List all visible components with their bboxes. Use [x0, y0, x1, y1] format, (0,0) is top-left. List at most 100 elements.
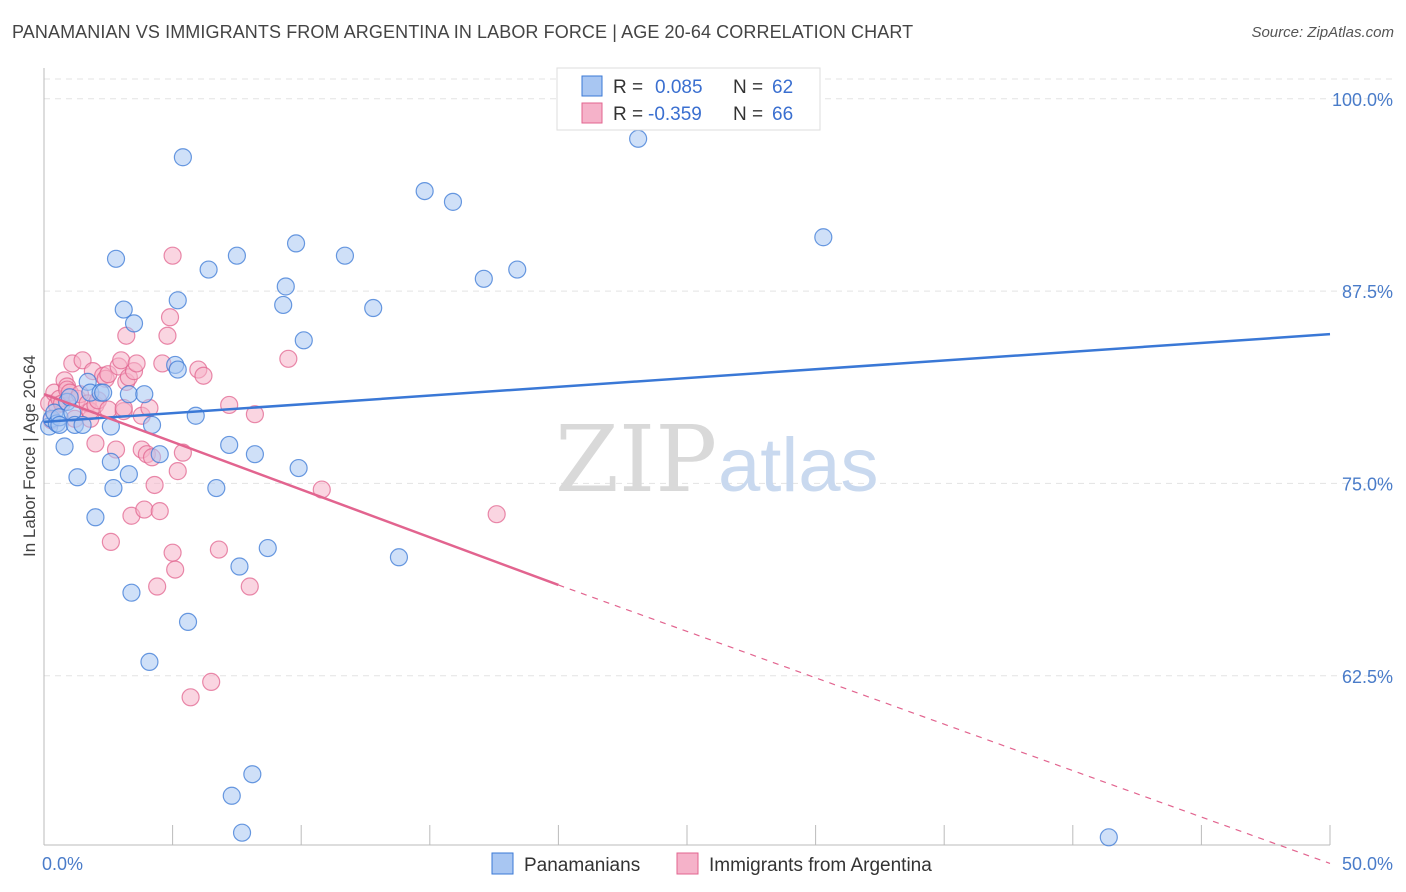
panamanian-points — [40, 129, 1118, 847]
trend-lines — [43, 332, 1331, 865]
legend-swatch-blue — [581, 75, 603, 97]
y-tick-label-1: 75.0% — [1342, 474, 1393, 494]
panamanian-point-48 — [276, 277, 295, 296]
x-tick-marks — [43, 825, 1331, 845]
panamanian-point-39 — [220, 435, 239, 455]
panamanian-point-52 — [335, 246, 355, 265]
legend-swatch-pink — [581, 102, 603, 124]
panamanian-point-44 — [243, 765, 262, 784]
legend-r-value-pink: -0.359 — [648, 104, 702, 125]
argentina-point-50 — [163, 246, 182, 265]
panamanian-point-38 — [207, 478, 226, 498]
panamanian-point-58 — [508, 260, 527, 279]
argentina-point-65 — [487, 505, 506, 524]
panamanian-point-26 — [124, 314, 144, 333]
legend-r-label-blue: R = — [613, 77, 643, 98]
panamanian-point-53 — [364, 298, 383, 318]
bottom-legend-label-blue: Panamanians — [524, 855, 640, 876]
panamanian-point-17 — [94, 383, 113, 402]
panamanian-point-24 — [119, 385, 138, 404]
legend-n-label-blue: N = — [733, 77, 763, 98]
argentina-point-37 — [127, 354, 146, 373]
panamanian-point-50 — [289, 458, 308, 478]
panamanian-point-56 — [443, 192, 463, 211]
trend-line-argentina-extension — [558, 584, 1331, 865]
panamanian-point-41 — [227, 246, 246, 265]
panamanian-point-35 — [178, 612, 198, 632]
argentina-point-58 — [202, 672, 221, 692]
panamanian-point-22 — [114, 300, 133, 319]
argentina-point-45 — [148, 577, 167, 596]
trend-line-panamanians — [43, 332, 1331, 424]
legend-r-value-blue: 0.085 — [655, 77, 703, 98]
panamanian-point-47 — [274, 295, 293, 315]
panamanian-point-37 — [199, 260, 218, 279]
panamanian-point-23 — [119, 465, 138, 484]
y-tick-label-2: 87.5% — [1342, 282, 1393, 302]
y-tick-labels: 62.5% 75.0% 87.5% 100.0% — [1332, 90, 1393, 687]
panamanian-point-28 — [140, 652, 159, 672]
watermark-zip: ZIP — [555, 406, 717, 513]
argentina-point-49 — [160, 308, 180, 327]
argentina-point-62 — [245, 405, 265, 424]
y-tick-label-0: 62.5% — [1342, 667, 1393, 687]
panamanian-point-15 — [86, 508, 105, 527]
chart-title: PANAMANIAN VS IMMIGRANTS FROM ARGENTINA … — [12, 22, 914, 42]
argentina-point-61 — [240, 577, 259, 596]
bottom-legend-label-pink: Immigrants from Argentina — [709, 855, 932, 876]
argentina-point-55 — [181, 688, 200, 707]
panamanian-point-60 — [814, 228, 833, 247]
panamanian-point-51 — [294, 331, 313, 350]
panamanian-point-59 — [629, 129, 648, 148]
panamanian-point-25 — [122, 583, 141, 602]
panamanian-point-61 — [1099, 828, 1118, 847]
argentina-point-51 — [163, 543, 182, 562]
legend-box: R = 0.085 N = 62 R = -0.359 N = 66 — [556, 67, 821, 131]
y-axis-label: In Labor Force | Age 20-64 — [20, 355, 39, 557]
panamanian-point-43 — [232, 823, 252, 842]
argentina-point-53 — [168, 462, 187, 481]
legend-r-label-pink: R = — [613, 104, 643, 125]
panamanian-point-42 — [230, 557, 249, 576]
panamanian-point-55 — [415, 181, 434, 201]
y-tick-label-3: 100.0% — [1332, 90, 1393, 110]
bottom-legend: Panamanians Immigrants from Argentina — [491, 852, 932, 876]
argentina-point-59 — [209, 540, 228, 559]
panamanian-point-34 — [173, 148, 192, 167]
panamanian-point-6 — [55, 437, 74, 456]
panamanian-point-20 — [104, 478, 123, 498]
panamanian-point-33 — [168, 360, 187, 379]
argentina-point-46 — [150, 502, 169, 521]
x-tick-label-max: 50.0% — [1342, 854, 1393, 874]
panamanian-point-45 — [245, 445, 265, 464]
panamanian-point-5 — [50, 415, 69, 435]
legend-n-value-pink: 66 — [772, 104, 793, 125]
panamanian-point-32 — [168, 291, 187, 310]
panamanian-point-54 — [389, 548, 409, 567]
panamanian-point-49 — [286, 234, 306, 253]
panamanian-point-46 — [258, 538, 277, 558]
argentina-point-20 — [86, 434, 105, 453]
argentina-point-44 — [145, 475, 164, 495]
panamanian-point-19 — [101, 452, 120, 471]
panamanian-point-21 — [106, 249, 126, 268]
argentina-point-26 — [101, 532, 120, 551]
argentina-point-57 — [194, 366, 213, 385]
argentina-point-40 — [135, 500, 154, 519]
argentina-points — [40, 246, 506, 707]
argentina-point-52 — [166, 560, 185, 579]
panamanian-point-30 — [150, 445, 169, 464]
trend-line-argentina — [43, 393, 559, 587]
bottom-legend-swatch-pink — [676, 852, 699, 875]
bottom-legend-swatch-blue — [491, 852, 514, 875]
x-tick-label-min: 0.0% — [42, 854, 83, 874]
panamanian-point-36 — [186, 406, 205, 425]
panamanian-point-11 — [68, 468, 87, 487]
panamanian-point-27 — [135, 385, 154, 404]
argentina-point-48 — [158, 326, 177, 345]
legend-n-value-blue: 62 — [772, 77, 793, 98]
watermark-atlas: atlas — [718, 423, 879, 508]
source-label: Source: ZipAtlas.com — [1251, 24, 1394, 41]
argentina-point-63 — [279, 349, 298, 368]
